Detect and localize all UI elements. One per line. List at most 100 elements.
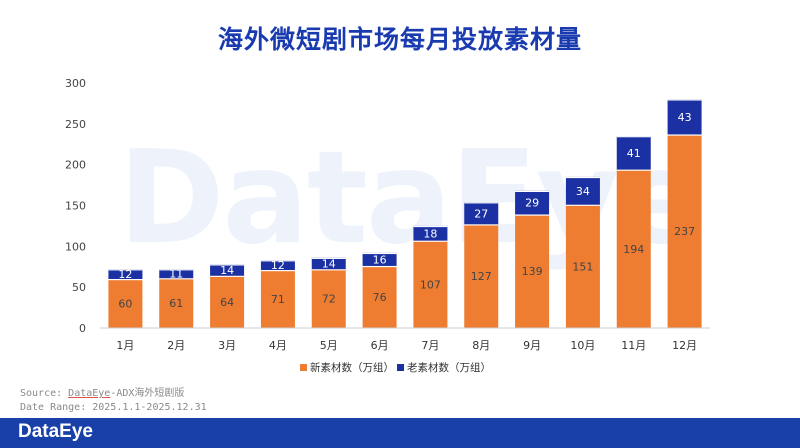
- x-tick-label: 3月: [218, 339, 236, 352]
- chart-title: 海外微短剧市场每月投放素材量: [217, 25, 582, 54]
- data-label: 76: [373, 291, 387, 304]
- source-note: Source: DataEye-ADX海外短剧版 Date Range: 202…: [20, 387, 207, 415]
- bar-old-12: [667, 99, 702, 135]
- x-tick-label: 7月: [421, 339, 439, 352]
- bar-separator: [108, 269, 143, 271]
- x-tick-label: 10月: [570, 339, 595, 352]
- data-label: 12: [118, 268, 132, 281]
- x-tick-label: 8月: [472, 339, 490, 352]
- data-label: 61: [169, 297, 183, 310]
- bar-separator: [362, 252, 397, 255]
- data-label: 12: [271, 259, 285, 272]
- data-label: 127: [471, 270, 492, 283]
- bar-new-7: [413, 240, 448, 328]
- data-label: 16: [373, 253, 387, 266]
- data-label: 14: [220, 264, 234, 277]
- x-tick-label: 12月: [672, 339, 697, 352]
- bar-new-9: [515, 214, 550, 328]
- bar-separator: [464, 202, 499, 204]
- bar-new-5: [311, 269, 346, 328]
- bar-old-9: [515, 190, 550, 215]
- bar-old-8: [464, 202, 499, 225]
- data-label: 29: [525, 197, 539, 210]
- legend-swatch-new: [300, 364, 307, 371]
- bar-separator: [667, 134, 702, 136]
- source-line: Source: DataEye-ADX海外短剧版: [20, 387, 207, 401]
- bar-separator: [565, 204, 600, 206]
- bar-separator: [515, 190, 550, 192]
- bar-separator: [515, 214, 550, 216]
- bar-old-3: [210, 264, 245, 276]
- bar-separator: [464, 224, 499, 226]
- data-label: 34: [576, 185, 590, 198]
- source-suffix: -ADX海外短剧版: [110, 388, 185, 399]
- y-tick-label: 150: [65, 200, 86, 213]
- y-tick-label: 50: [72, 281, 86, 294]
- x-tick-label: 6月: [371, 339, 389, 352]
- data-label: 41: [627, 147, 641, 160]
- y-tick-label: 200: [65, 159, 86, 172]
- bar-old-6: [362, 252, 397, 266]
- footer-logo: DataEye: [18, 421, 93, 442]
- bar-old-10: [565, 176, 600, 205]
- bar-new-4: [260, 270, 295, 328]
- data-label: 64: [220, 296, 234, 309]
- data-label: 194: [623, 243, 644, 256]
- bar-separator: [159, 269, 194, 271]
- y-tick-label: 0: [79, 322, 86, 335]
- bar-separator: [260, 260, 295, 262]
- footer-bar: DataEye: [0, 418, 800, 448]
- bar-old-5: [311, 257, 346, 270]
- y-tick-label: 100: [65, 240, 86, 253]
- data-label: 72: [322, 293, 336, 306]
- x-tick-label: 1月: [116, 339, 134, 352]
- bar-separator: [260, 270, 295, 272]
- data-label: 43: [678, 111, 692, 124]
- legend-swatch-old: [397, 364, 404, 371]
- data-label: 151: [572, 260, 593, 273]
- watermark: DataEye: [118, 124, 704, 273]
- legend: 新素材数（万组） 老素材数（万组）: [300, 361, 491, 374]
- bar-old-1: [108, 269, 143, 279]
- data-label: 11: [169, 268, 183, 281]
- bar-separator: [210, 264, 245, 266]
- date-range: Date Range: 2025.1.1-2025.12.31: [20, 402, 207, 413]
- bar-separator: [311, 257, 346, 259]
- legend-label: 老素材数（万组）: [407, 361, 491, 374]
- bar-new-2: [159, 278, 194, 328]
- bar-separator: [616, 169, 651, 171]
- bar-old-2: [159, 269, 194, 279]
- data-label: 27: [474, 207, 488, 220]
- bar-separator: [413, 240, 448, 242]
- bar-new-1: [108, 279, 143, 328]
- bar-separator: [159, 278, 194, 280]
- bar-new-10: [565, 204, 600, 328]
- bar-separator: [311, 269, 346, 271]
- data-label: 107: [420, 278, 441, 291]
- legend-label: 新素材数（万组）: [310, 361, 394, 374]
- bar-old-4: [260, 260, 295, 271]
- x-axis: 1月 2月 3月 4月 5月 6月 7月 8月 9月 10月 11月 12月: [100, 327, 710, 352]
- y-axis: 0 50 100 150 200 250 300: [65, 77, 86, 335]
- bar-separator: [362, 265, 397, 268]
- data-label: 18: [423, 227, 437, 240]
- data-label: 237: [674, 225, 695, 238]
- data-label: 60: [118, 298, 132, 311]
- x-tick-label: 4月: [269, 339, 287, 352]
- x-tick-label: 5月: [320, 339, 338, 352]
- y-tick-label: 300: [65, 77, 86, 90]
- bar-new-12: [667, 134, 702, 328]
- bars-layer: 60 12 61 11 64 14 71 12 72 14 76 16 107 18 127 27 139 29 1…: [108, 99, 702, 328]
- bar-old-11: [616, 136, 651, 170]
- bar-old-7: [413, 225, 448, 241]
- x-tick-label: 9月: [523, 339, 541, 352]
- data-label: 71: [271, 293, 285, 306]
- bar-separator: [413, 225, 448, 228]
- source-link[interactable]: DataEye: [68, 388, 111, 399]
- data-label: 139: [522, 265, 543, 278]
- bar-new-3: [210, 275, 245, 328]
- bar-new-6: [362, 265, 397, 328]
- bar-separator: [108, 279, 143, 281]
- data-label: 14: [322, 257, 336, 270]
